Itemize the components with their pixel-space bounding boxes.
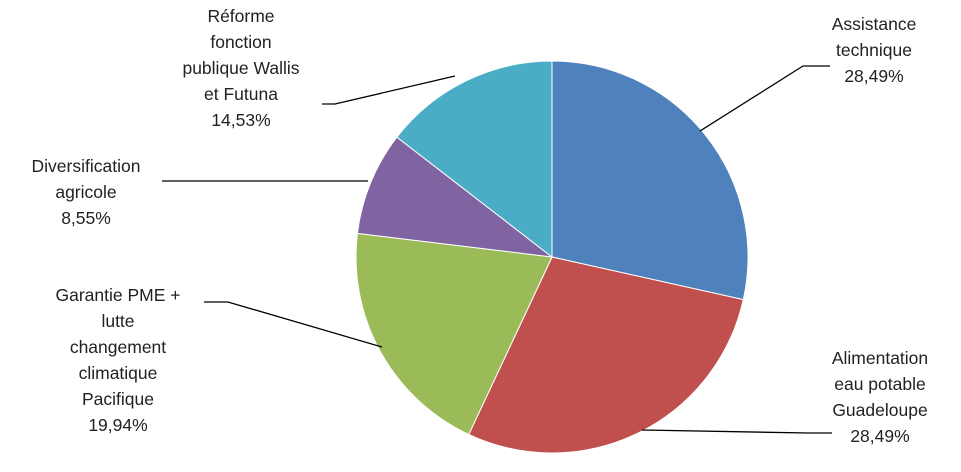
slice-label-2: Alimentation eau potable Guadeloupe 28,49% — [832, 348, 928, 446]
pie-slice-3 — [355, 232, 553, 436]
pie-slice-5 — [396, 60, 553, 259]
slice-label-line: Guadeloupe — [832, 400, 927, 420]
slice-label-line: Réforme — [207, 6, 274, 26]
slice-label-line: Garantie PME + — [56, 285, 181, 305]
leader-line-2 — [641, 429, 832, 434]
slice-label-4: Diversification agricole 8,55% — [32, 156, 141, 228]
slice-label-line: climatique — [79, 363, 158, 383]
slice-label-line: changement — [70, 337, 166, 357]
slice-label-line: Assistance — [832, 14, 917, 34]
leader-line-1 — [699, 65, 830, 132]
leader-line-5 — [322, 75, 456, 105]
pie-slices — [355, 60, 749, 454]
slice-value-label: 14,53% — [211, 110, 270, 130]
slice-label-line: agricole — [55, 182, 116, 202]
slice-label-line: fonction — [210, 32, 271, 52]
slice-label-1: Assistance technique 28,49% — [832, 14, 917, 86]
slice-value-label: 8,55% — [61, 208, 111, 228]
slice-label-5: Réforme fonction publique Wallis et Futuna 1… — [182, 6, 299, 130]
slice-label-line: Pacifique — [82, 389, 154, 409]
pie-labels: Assistance technique 28,49% Alimentation eau… — [32, 6, 929, 446]
slice-label-line: publique Wallis — [182, 58, 299, 78]
slice-label-line: et Futuna — [204, 84, 278, 104]
slice-label-line: Alimentation — [832, 348, 928, 368]
pie-slice-1 — [551, 60, 749, 301]
slice-label-line: Diversification — [32, 156, 141, 176]
slice-label-3: Garantie PME + lutte changement climatique P… — [56, 285, 181, 435]
pie-slice-4 — [356, 136, 554, 258]
leader-line-3 — [204, 301, 383, 348]
slice-label-line: lutte — [101, 311, 134, 331]
slice-value-label: 28,49% — [844, 66, 903, 86]
slice-label-line: eau potable — [834, 374, 925, 394]
pie-slice-2 — [468, 256, 744, 454]
slice-value-label: 28,49% — [850, 426, 909, 446]
slice-label-line: technique — [836, 40, 912, 60]
slice-value-label: 19,94% — [88, 415, 147, 435]
